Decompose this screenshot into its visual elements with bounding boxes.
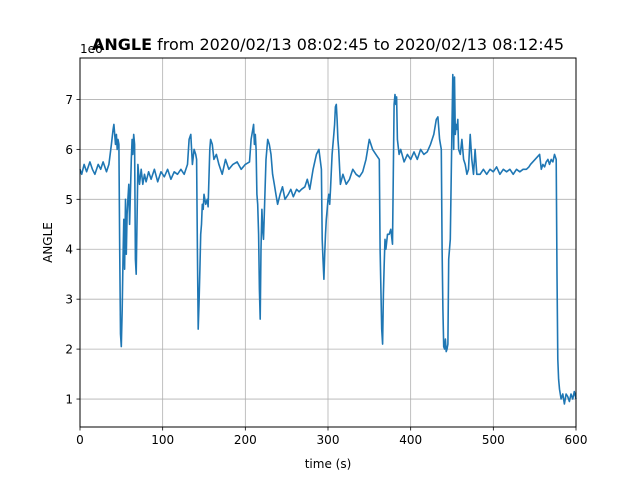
axis-ticks: 0 100 200 300 400 500 600 1 2 3 4 5 6 7 xyxy=(65,93,587,447)
y-offset-label: 1e6 xyxy=(80,42,103,56)
chart-title: ANGLE from 2020/02/13 08:02:45 to 2020/0… xyxy=(92,35,564,54)
x-tick-label: 100 xyxy=(151,433,174,447)
y-tick-label: 6 xyxy=(65,143,73,157)
y-tick-label: 2 xyxy=(65,343,73,357)
y-axis-label: ANGLE xyxy=(41,222,55,263)
grid-lines xyxy=(79,58,577,427)
y-tick-label: 5 xyxy=(65,193,73,207)
x-tick-label: 0 xyxy=(76,433,84,447)
x-tick-label: 200 xyxy=(234,433,257,447)
chart-title-bold: ANGLE xyxy=(92,35,152,54)
x-axis-label: time (s) xyxy=(305,457,352,471)
y-tick-label: 1 xyxy=(65,393,73,407)
x-tick-label: 300 xyxy=(317,433,340,447)
plot-data xyxy=(79,73,577,405)
x-tick-label: 500 xyxy=(482,433,505,447)
chart-title-rest: from 2020/02/13 08:02:45 to 2020/02/13 0… xyxy=(152,35,564,54)
y-tick-label: 3 xyxy=(65,293,73,307)
x-tick-label: 600 xyxy=(565,433,588,447)
y-tick-label: 4 xyxy=(65,243,73,257)
series-line-angle xyxy=(79,73,577,405)
x-tick-label: 400 xyxy=(399,433,422,447)
y-tick-label: 7 xyxy=(65,93,73,107)
